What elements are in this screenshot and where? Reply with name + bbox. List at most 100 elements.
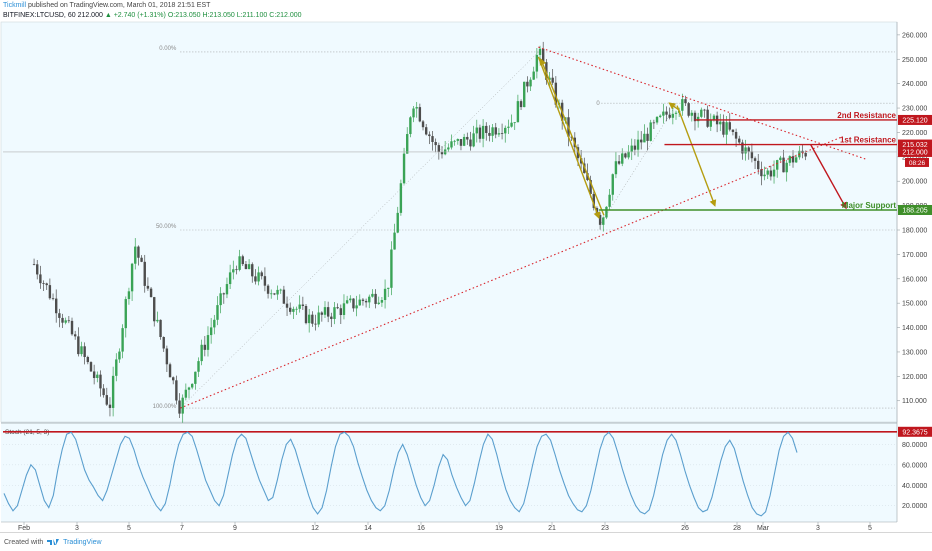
price-tick-label: 250.000 <box>902 57 927 64</box>
price-tick-label: 230.000 <box>902 106 927 113</box>
candle-body <box>728 122 731 130</box>
candle-body <box>314 323 317 325</box>
candle-body <box>665 111 668 115</box>
candle-body <box>235 269 238 271</box>
candle-body <box>681 99 684 111</box>
tradingview-brand[interactable]: TradingView <box>63 539 102 546</box>
candle-body <box>285 303 289 308</box>
time-tick-label: 16 <box>417 525 425 532</box>
candle-body <box>794 157 798 163</box>
candle-body <box>466 136 469 140</box>
candle-body <box>450 141 453 148</box>
candle-body <box>172 377 175 381</box>
candle-body <box>402 153 406 184</box>
candle-body <box>481 125 485 139</box>
candle-body <box>437 145 441 152</box>
level-price-tag <box>898 139 932 150</box>
candle-body <box>295 308 298 310</box>
candle-body <box>478 127 482 139</box>
candle-body <box>700 109 703 117</box>
price-tick-label: 140.000 <box>902 325 927 332</box>
candlesticks <box>32 41 807 423</box>
candle-body <box>526 81 529 87</box>
projection-arrow <box>539 57 605 216</box>
chart-background <box>1 22 897 522</box>
candle-body <box>320 312 324 315</box>
candle-body <box>462 136 466 146</box>
time-tick-label: 23 <box>601 525 609 532</box>
time-tick-label: 28 <box>733 525 741 532</box>
projection-arrow <box>668 102 680 112</box>
candle-body <box>586 173 589 180</box>
candle-body <box>497 133 501 135</box>
candle-body <box>725 122 728 135</box>
candle-body <box>693 112 697 122</box>
candle-body <box>554 82 558 105</box>
candle-body <box>731 129 735 132</box>
candle-body <box>488 132 491 136</box>
candle-body <box>345 300 349 304</box>
candle-body <box>99 374 102 389</box>
candle-body <box>668 114 671 118</box>
candle-body <box>779 157 782 161</box>
candle-body <box>83 346 86 358</box>
candle-body <box>200 344 203 362</box>
price-labels: 225.120 215.032 188.205 212.000 08:26 <box>898 114 932 215</box>
candle-body <box>529 79 532 87</box>
candle-body <box>225 284 229 295</box>
candle-body <box>323 307 327 315</box>
candle-body <box>696 116 700 122</box>
time-tick-label: 12 <box>311 525 319 532</box>
candle-body <box>279 289 282 291</box>
candle-body <box>89 362 93 372</box>
candle-body <box>434 141 437 146</box>
candle-body <box>722 121 725 135</box>
candle-body <box>608 194 611 207</box>
author-link[interactable]: Tickmill <box>3 2 27 9</box>
price-tick-label: 120.000 <box>902 374 927 381</box>
candle-body <box>339 308 343 316</box>
stochastic-panel: Stoch (21, 5, 3)20.000040.000060.000080.… <box>3 426 932 517</box>
candle-body <box>42 283 45 284</box>
candle-body <box>523 81 526 108</box>
candle-body <box>757 160 760 170</box>
candle-body <box>424 127 428 135</box>
candle-body <box>763 174 766 177</box>
candle-body <box>39 274 42 284</box>
candle-body <box>617 161 621 164</box>
candle-body <box>127 291 131 300</box>
candle-body <box>412 108 415 118</box>
candle-body <box>105 395 108 405</box>
candle-body <box>636 139 640 150</box>
candle-body <box>203 344 207 350</box>
candle-body <box>409 117 412 135</box>
candle-body <box>263 276 267 286</box>
candle-body <box>36 264 39 275</box>
candle-body <box>121 328 124 352</box>
fib-level-label: 50.00% <box>156 224 177 230</box>
candle-body <box>292 308 295 312</box>
time-tick-label: Mar <box>757 525 770 532</box>
candle-body <box>399 183 403 213</box>
candle-body <box>377 302 380 304</box>
stoch-tick-label: 20.0000 <box>902 503 927 510</box>
candle-body <box>507 126 510 128</box>
candle-body <box>788 156 792 163</box>
candle-body <box>32 264 36 265</box>
candle-body <box>307 314 311 324</box>
price-tick-label: 180.000 <box>902 228 927 235</box>
candle-body <box>64 320 67 323</box>
falling-trendline <box>538 46 867 160</box>
price-tick-label: 210.000 <box>902 154 927 161</box>
candle-body <box>633 145 637 150</box>
candle-body <box>92 371 96 379</box>
drawings: 2nd Resistance 1st Resistance Major Suppor… <box>3 46 897 409</box>
publish-line: Tickmill published on TradingView.com, M… <box>3 2 210 9</box>
projection-arrow <box>537 56 601 220</box>
candle-body <box>374 293 377 304</box>
candle-body <box>254 276 257 282</box>
candle-body <box>760 169 763 177</box>
candle-body <box>238 256 241 270</box>
candle-body <box>311 314 314 324</box>
candle-body <box>747 147 750 152</box>
